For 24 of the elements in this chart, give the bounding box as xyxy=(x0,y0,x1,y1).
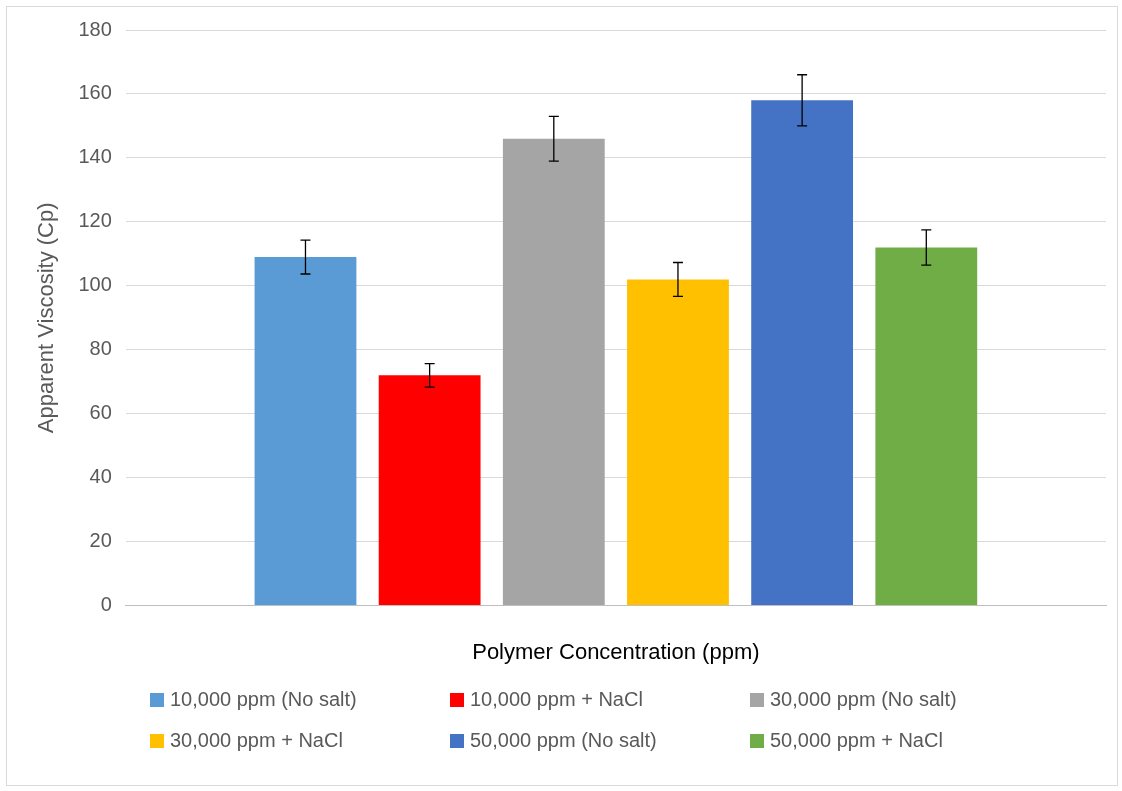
y-tick-label: 100 xyxy=(78,273,112,296)
legend-label: 30,000 ppm + NaCl xyxy=(170,729,343,752)
legend-label: 30,000 ppm (No salt) xyxy=(770,688,957,711)
legend-label: 50,000 ppm (No salt) xyxy=(470,729,657,752)
legend-label: 50,000 ppm + NaCl xyxy=(770,729,943,752)
y-tick-label: 60 xyxy=(89,401,112,424)
y-tick-label: 80 xyxy=(89,337,112,360)
y-axis-title: Apparent Viscosity (Cp) xyxy=(33,202,59,434)
y-tick-label: 140 xyxy=(78,145,112,168)
y-tick-label: 160 xyxy=(78,81,112,104)
bar xyxy=(875,247,978,606)
bar xyxy=(254,257,357,606)
y-tick-label: 0 xyxy=(100,593,112,616)
legend-label: 10,000 ppm + NaCl xyxy=(470,688,643,711)
bar xyxy=(378,375,481,606)
bar xyxy=(502,138,605,606)
y-tick-label: 40 xyxy=(89,465,112,488)
bar xyxy=(627,279,729,606)
bar xyxy=(751,100,854,606)
y-tick-label: 120 xyxy=(78,209,112,232)
legend-label: 10,000 ppm (No salt) xyxy=(170,688,357,711)
y-tick-label: 20 xyxy=(89,529,112,552)
y-tick-label: 180 xyxy=(78,17,112,40)
x-axis-title: Polymer Concentration (ppm) xyxy=(472,638,760,664)
